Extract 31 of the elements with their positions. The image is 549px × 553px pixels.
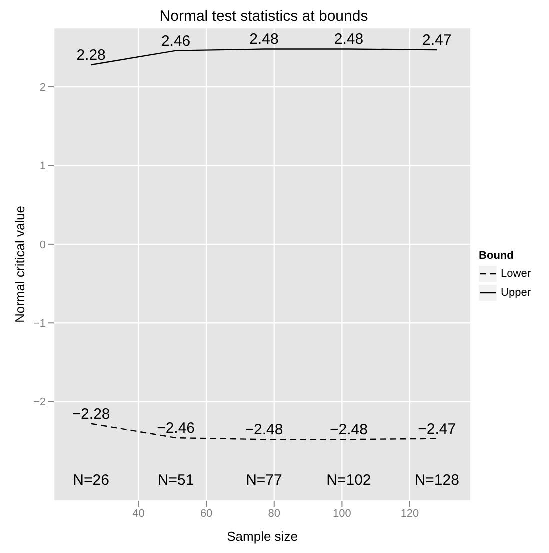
x-tick-label: 80 (268, 508, 281, 520)
annotation: N=102 (326, 472, 372, 489)
x-axis-title: Sample size (227, 529, 298, 544)
data-label: −2.28 (72, 406, 110, 423)
x-tick-label: 60 (200, 508, 213, 520)
x-tick-label: 100 (333, 508, 352, 520)
y-tick-label: 1 (40, 160, 46, 173)
legend-label: Lower (501, 268, 531, 280)
data-label: 2.47 (422, 32, 452, 50)
annotation: N=128 (414, 472, 460, 489)
data-label: 2.46 (161, 32, 191, 50)
y-axis-title: Normal critical value (12, 206, 28, 324)
data-label: −2.47 (418, 420, 456, 438)
legend-title: Bound (479, 250, 515, 262)
data-label: 2.48 (334, 31, 364, 48)
chart-title: Normal test statistics at bounds (158, 8, 370, 25)
annotation: N=51 (158, 472, 194, 489)
annotation: N=77 (246, 472, 282, 489)
x-tick-label: 120 (400, 508, 420, 520)
data-label: 2.28 (76, 46, 106, 64)
y-tick-label: −1 (33, 318, 46, 330)
y-tick-label: 0 (40, 239, 46, 252)
legend-label: Upper (501, 286, 531, 298)
data-label: −2.48 (245, 422, 284, 439)
data-label: −2.48 (330, 422, 368, 439)
data-label: −2.46 (157, 420, 196, 438)
y-tick-label: −2 (33, 396, 46, 409)
data-label: 2.48 (250, 31, 279, 48)
x-tick-label: 40 (132, 508, 145, 520)
annotation: N=26 (73, 472, 110, 489)
y-tick-label: 2 (40, 82, 46, 94)
